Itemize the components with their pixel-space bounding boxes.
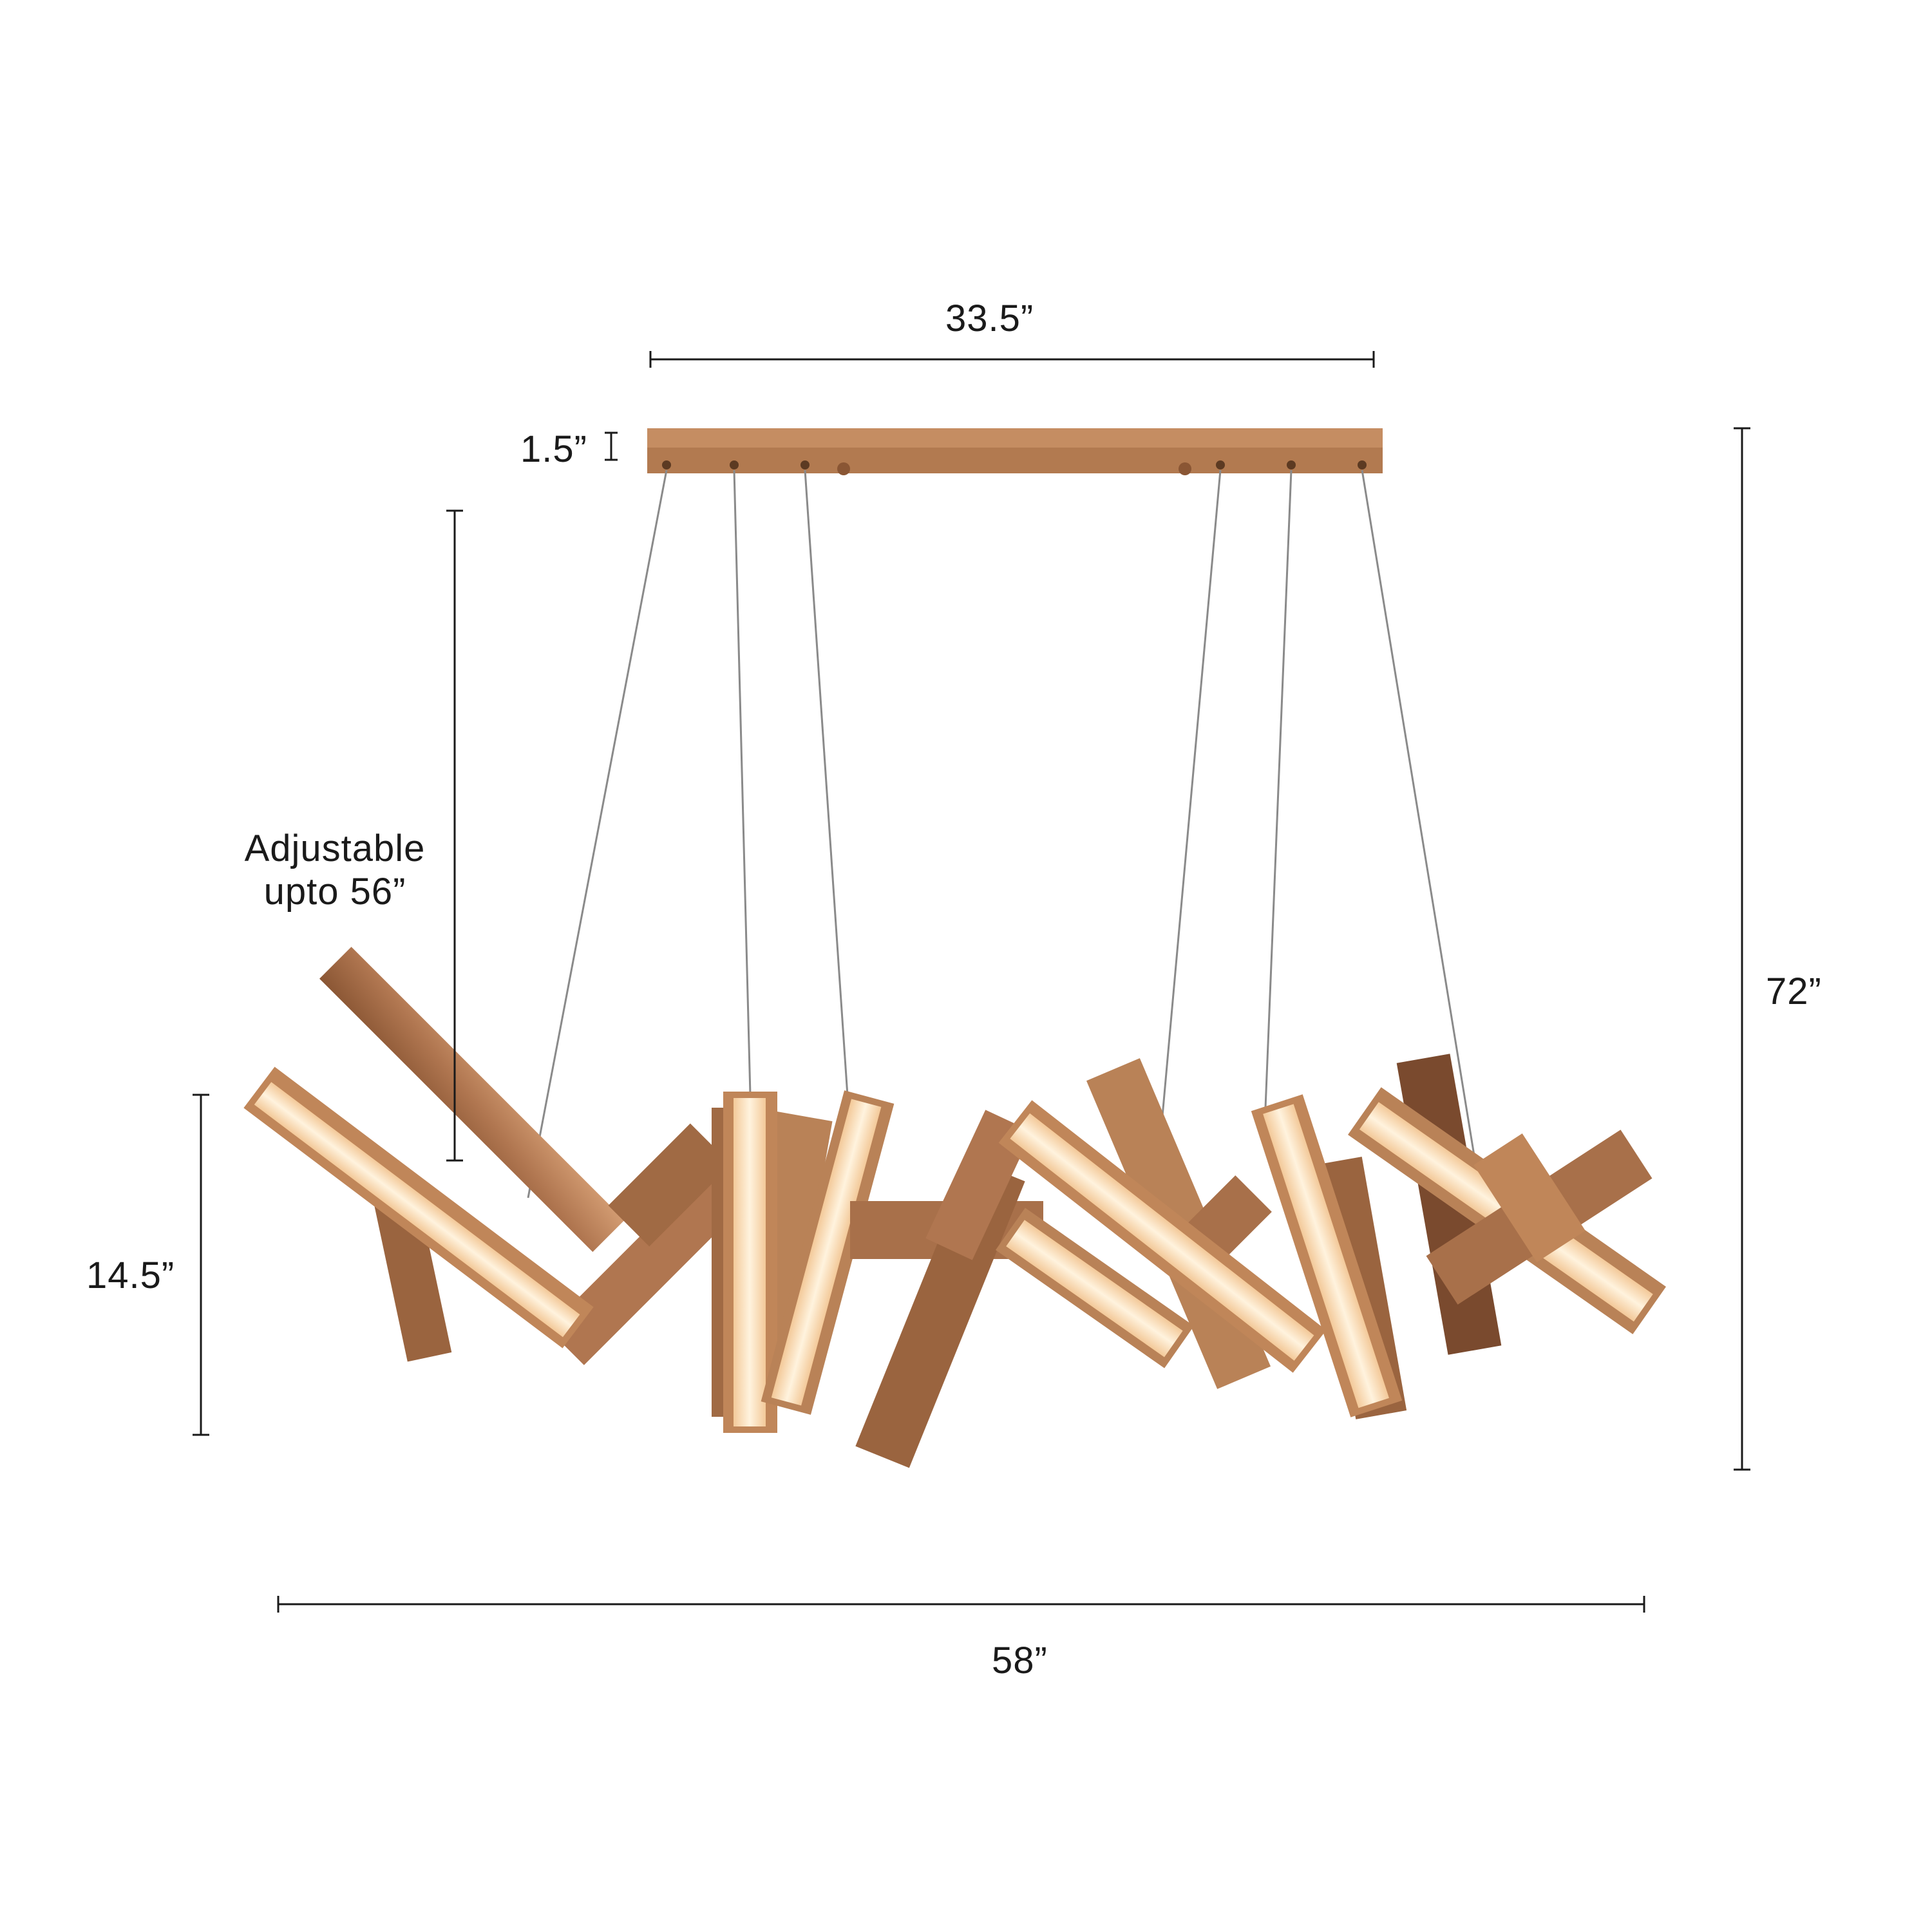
adjustable-label-line1: Adjustable (244, 828, 426, 869)
dimension-line-icon (605, 431, 618, 461)
cable (804, 469, 851, 1134)
canopy-screw-icon (1358, 460, 1367, 469)
light-bar (547, 1146, 766, 1365)
cable (1361, 469, 1476, 1160)
light-bar (1473, 1133, 1586, 1262)
light-bar (372, 1188, 452, 1362)
adjustable-cable-label: Adjustable upto 56” (229, 828, 441, 913)
cable (527, 469, 668, 1198)
fixture-height-label: 14.5” (86, 1255, 175, 1296)
adjustable-label-line2: upto 56” (263, 870, 406, 913)
dimension-line-icon (277, 1596, 1645, 1613)
overall-height-label: 72” (1766, 971, 1822, 1012)
light-bar (761, 1090, 895, 1415)
light-bar (995, 1208, 1195, 1368)
canopy-screw-icon (837, 462, 850, 475)
canopy-screw-icon (662, 460, 671, 469)
ceiling-canopy (647, 428, 1383, 475)
canopy-screw-icon (800, 460, 810, 469)
canopy-screw-icon (1287, 460, 1296, 469)
canopy-width-label: 33.5” (945, 298, 1034, 339)
cable (1151, 469, 1222, 1224)
cable (733, 469, 752, 1095)
light-bar (998, 1100, 1327, 1373)
light-bar (243, 1066, 594, 1349)
dimension-line-icon (649, 351, 1375, 368)
cable (1264, 469, 1293, 1108)
dimension-line-icon (193, 1094, 209, 1436)
dimension-lines (193, 351, 1750, 1613)
light-bar (723, 1092, 777, 1433)
dimension-line-icon (1734, 427, 1750, 1471)
canopy-height-label: 1.5” (520, 428, 587, 470)
light-bars (243, 947, 1666, 1468)
light-bar (319, 947, 625, 1252)
canopy-screw-icon (1216, 460, 1225, 469)
canopy-screw-icon (1179, 462, 1191, 475)
light-bar (608, 1123, 732, 1247)
dimension-line-icon (446, 509, 463, 1162)
overall-width-label: 58” (992, 1640, 1048, 1681)
light-bar (1251, 1094, 1403, 1417)
canopy-screw-icon (730, 460, 739, 469)
suspension-cables (527, 469, 1476, 1224)
